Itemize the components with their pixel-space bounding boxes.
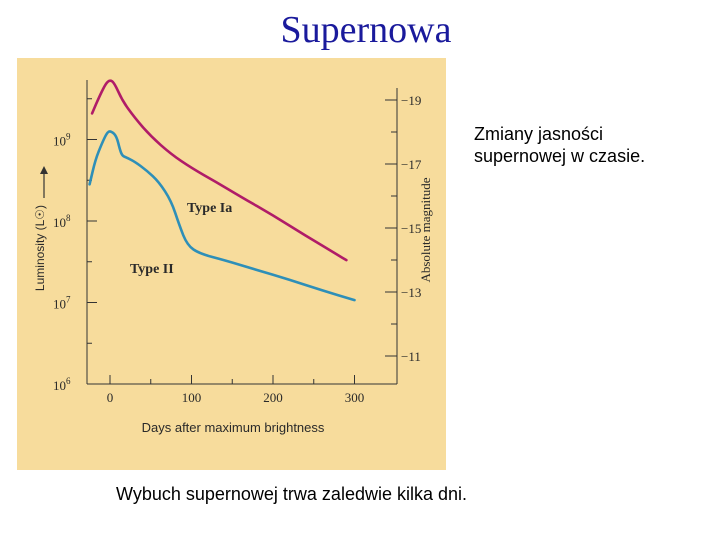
series-label-type-ia: Type Ia <box>187 201 232 216</box>
supernova-light-curve-chart: 106 107 108 109 0 100 200 300 −19 −17 −15 −13 −11 Day… <box>17 58 446 470</box>
y2-tick-label: −17 <box>401 157 422 172</box>
x-tick-label: 100 <box>182 390 202 405</box>
series-line-type-ii <box>88 130 356 302</box>
series-line-type-ia <box>90 79 348 262</box>
y-tick-label: 106 <box>53 376 71 393</box>
y-axis-arrowhead <box>40 166 48 174</box>
y2-tick-label: −15 <box>401 221 421 236</box>
slide-title: Supernowa <box>280 9 452 51</box>
x-axis-label: Days after maximum brightness <box>142 420 325 435</box>
y-tick-label: 108 <box>53 213 71 230</box>
chart-caption-line-1: Zmiany jasności <box>474 124 604 144</box>
y2-axis-label: Absolute magnitude <box>418 177 433 282</box>
chart-canvas: 106 107 108 109 0 100 200 300 −19 −17 −15 −13 −11 Day… <box>33 79 433 435</box>
chart-caption-line-2: supernowej w czasie. <box>474 146 646 166</box>
y2-tick-label: −13 <box>401 285 421 300</box>
series-label-type-ii: Type II <box>130 262 174 277</box>
x-tick-label: 200 <box>263 390 283 405</box>
x-tick-label: 0 <box>107 390 114 405</box>
y-tick-label: 107 <box>53 295 71 312</box>
chart-caption: Zmiany jasności supernowej w czasie. <box>474 123 645 167</box>
y2-tick-label: −11 <box>401 349 421 364</box>
x-tick-label: 300 <box>345 390 365 405</box>
y-axis-label: Luminosity (L☉) <box>33 205 47 291</box>
y2-tick-label: −19 <box>401 93 421 108</box>
footer-note: Wybuch supernowej trwa zaledwie kilka dn… <box>116 484 467 504</box>
y-tick-label: 109 <box>53 132 71 149</box>
